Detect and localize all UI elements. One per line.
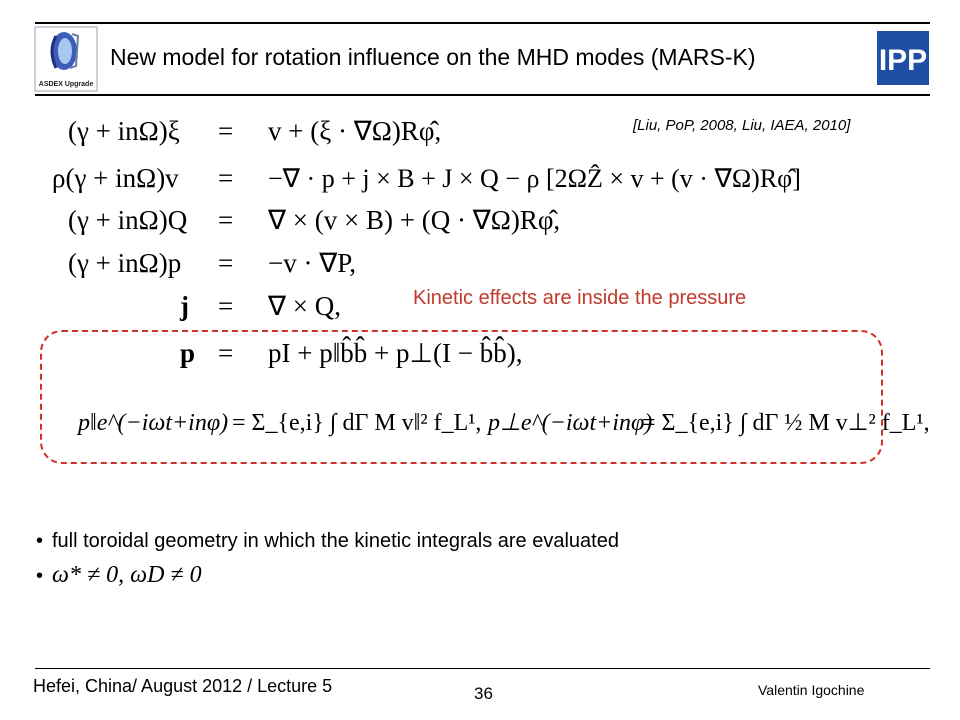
eq6-equals: = <box>218 338 233 368</box>
eq1-rhs: v + (ξ · ∇Ω)Rφ̂, <box>268 116 441 146</box>
reference-citation: [Liu, PoP, 2008, Liu, IAEA, 2010] <box>633 117 851 134</box>
equation-5: j = ∇ × Q, <box>179 291 341 321</box>
equation-2: ρ(γ + inΩ)v = −∇ · p + j × B + J × Q − ρ… <box>52 163 801 193</box>
bullet-item-frequencies: • ω* ≠ 0, ωD ≠ 0 <box>36 562 202 589</box>
bullet-dot-icon: • <box>36 530 44 552</box>
ipp-logo: IPP <box>875 29 931 87</box>
eq4-equals: = <box>218 248 233 278</box>
eq2-equals: = <box>218 163 233 193</box>
eq2-rhs: −∇ · p + j × B + J × Q − ρ [2ΩẐ × v + (v… <box>268 164 801 193</box>
equation-3: (γ + inΩ)Q = ∇ × (v × B) + (Q · ∇Ω)Rφ̂, <box>68 205 560 235</box>
eq5-equals: = <box>218 291 233 321</box>
equation-4: (γ + inΩ)p = −v · ∇P, <box>68 248 356 278</box>
bullet-dot-icon: • <box>36 565 44 587</box>
footer-author: Valentin Igochine <box>758 682 865 698</box>
kinetic-effects-note: Kinetic effects are inside the pressure <box>413 287 747 309</box>
eq5-lhs: j <box>179 291 189 321</box>
kinetic-pressure-highlight-box <box>40 330 883 464</box>
eq6-lhs: p <box>180 338 195 368</box>
kin-par-rhs: = Σ_{e,i} ∫ dΓ M v‖² f_L¹, <box>232 410 481 437</box>
header-rule-bottom <box>35 94 930 96</box>
eq4-lhs: (γ + inΩ)p <box>68 248 181 278</box>
equation-6: p = pI + p‖b̂b̂ + p⊥(I − b̂b̂), <box>180 337 523 368</box>
header-rule-top <box>35 22 930 24</box>
kin-perp-lhs: p⊥e^(−iωt+inφ) <box>486 410 652 436</box>
eq3-equals: = <box>218 205 233 235</box>
page-title: New model for rotation influence on the … <box>110 44 756 70</box>
footer-rule <box>35 668 930 669</box>
asdex-upgrade-logo: ASDEX Upgrade <box>34 26 98 92</box>
bullet-text-geometry: full toroidal geometry in which the kine… <box>52 530 619 552</box>
eq3-lhs: (γ + inΩ)Q <box>68 205 188 235</box>
eq1-lhs: (γ + inΩ)ξ <box>68 116 180 146</box>
kinetic-parallel-pressure: p‖e^(−iωt+inφ) = Σ_{e,i} ∫ dΓ M v‖² f_L¹… <box>76 410 481 437</box>
bullet-text-frequencies: ω* ≠ 0, ωD ≠ 0 <box>52 562 202 588</box>
footer-lecture-info: Hefei, China/ August 2012 / Lecture 5 <box>33 676 333 696</box>
eq2-lhs: ρ(γ + inΩ)v <box>52 163 179 193</box>
eq4-rhs: −v · ∇P, <box>268 248 356 278</box>
eq5-rhs: ∇ × Q, <box>267 291 341 321</box>
equation-1: (γ + inΩ)ξ = v + (ξ · ∇Ω)Rφ̂, <box>68 116 441 146</box>
eq6-rhs: pI + p‖b̂b̂ + p⊥(I − b̂b̂), <box>268 337 523 368</box>
ipp-logo-label: IPP <box>879 44 927 77</box>
asdex-logo-label: ASDEX Upgrade <box>39 81 94 88</box>
kin-par-lhs: p‖e^(−iωt+inφ) <box>76 410 228 436</box>
footer-page-number: 36 <box>474 684 493 703</box>
eq3-rhs: ∇ × (v × B) + (Q · ∇Ω)Rφ̂, <box>267 205 560 235</box>
bullet-item-geometry: • full toroidal geometry in which the kin… <box>36 530 619 553</box>
eq1-equals: = <box>218 116 233 146</box>
